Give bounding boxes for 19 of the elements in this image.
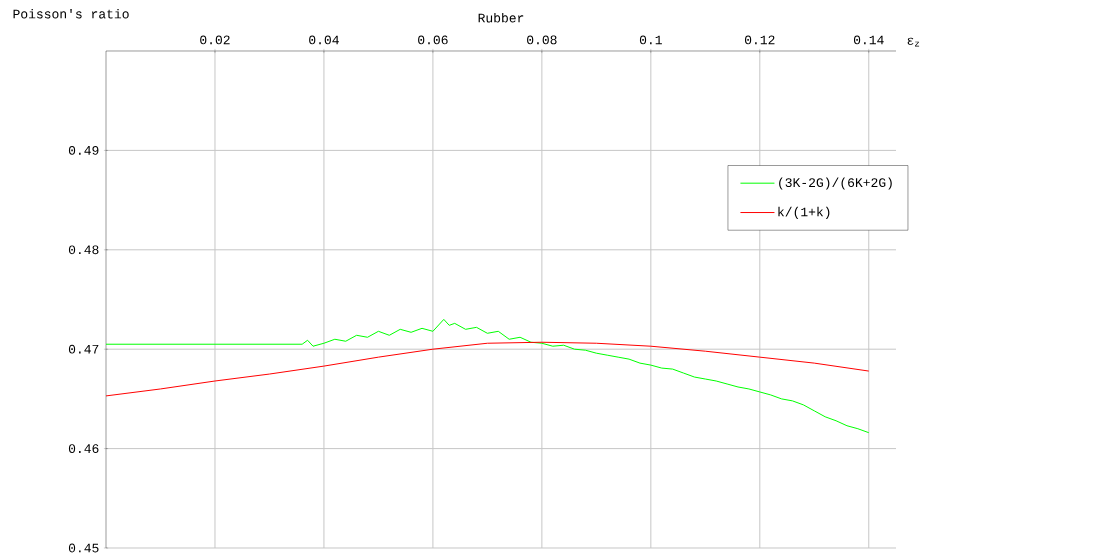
y-tick-label: 0.45 xyxy=(68,543,99,553)
y-tick-label: 0.47 xyxy=(68,344,99,354)
x-axis-title: ε$_{z}$ xyxy=(907,37,920,47)
x-tick-label: 0.14 xyxy=(853,35,884,45)
x-tick-label: 0.1 xyxy=(639,35,662,45)
line-series xyxy=(106,341,870,397)
x-tick-label: 0.02 xyxy=(200,35,230,45)
y-axis-title: Poisson's ratio xyxy=(13,8,129,19)
y-tick-label: 0.48 xyxy=(68,245,99,255)
y-tick-label: 0.49 xyxy=(68,145,99,155)
x-tick-label: 0.04 xyxy=(309,35,339,45)
y-tick-label: 0.46 xyxy=(68,444,99,454)
line-series xyxy=(106,318,870,434)
chart-title: Rubber xyxy=(478,12,524,23)
x-tick-label: 0.08 xyxy=(527,35,557,45)
x-tick-label: 0.06 xyxy=(418,35,448,45)
legend-label: (3K-2G)/(6K+2G) xyxy=(779,177,892,190)
legend-label: k/(1+k) xyxy=(778,206,830,219)
x-tick-label: 0.12 xyxy=(744,35,775,45)
